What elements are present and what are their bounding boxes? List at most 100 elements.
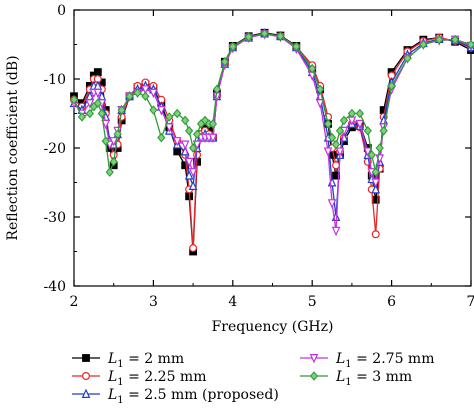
data-point [93,68,102,76]
data-point [149,88,158,99]
data-point [173,108,182,119]
data-point [141,85,150,95]
data-point [125,91,134,101]
data-point [327,132,337,143]
data-point [331,139,341,150]
legend-item: L1 = 2.25 mm [72,369,206,388]
x-tick-label: 4 [228,294,237,310]
data-point [363,126,372,136]
data-point [113,129,122,139]
legend-label: L1 = 2 mm [107,351,184,370]
legend-item: L1 = 3 mm [300,369,412,388]
data-point [335,126,345,136]
data-point [85,99,95,109]
data-point [347,108,357,119]
data-point [228,41,237,52]
series-1 [70,28,474,256]
legend-label: L1 = 2.5 mm (proposed) [107,387,279,406]
legend-label: L1 = 3 mm [335,369,412,388]
data-point [208,133,218,144]
data-point [363,147,373,157]
data-point [141,91,150,101]
data-point [172,137,182,147]
data-point [332,161,341,170]
data-point [93,88,103,99]
x-tick-label: 5 [308,294,317,310]
legend-swatch-marker [82,354,90,362]
y-tick-label: 0 [57,3,66,19]
data-point [173,147,182,156]
data-point [105,167,114,177]
legend-item: L1 = 2 mm [72,351,184,370]
data-point [189,244,198,253]
data-point [331,226,341,237]
data-point [355,108,364,119]
data-point [367,150,376,160]
data-point [276,31,285,41]
legend-swatch-marker [309,371,319,381]
data-point [308,63,317,74]
data-point [97,108,106,119]
data-point [165,112,174,122]
data-point [339,115,349,126]
x-tick-label: 6 [387,294,396,310]
data-point [379,126,388,136]
data-point [371,183,381,194]
y-tick-label: -10 [43,72,66,88]
data-point [188,180,198,190]
x-tick-label: 7 [467,294,474,310]
data-point [117,105,126,115]
data-point [157,106,166,116]
legend-swatch-marker [81,372,90,381]
y-tick-label: -30 [43,210,66,226]
data-point [371,230,380,239]
data-point [200,115,210,126]
series-line [73,32,472,173]
data-point [184,157,194,168]
data-point [164,123,174,133]
data-point [212,84,222,95]
data-point [133,88,142,98]
data-point [93,98,102,108]
data-point [101,136,110,146]
data-point [292,41,301,52]
data-point [244,32,253,42]
series-layer [69,28,474,256]
data-point [387,81,396,91]
series-line [73,32,472,253]
data-point [220,57,229,67]
series-2 [69,29,474,253]
x-axis-label: Frequency (GHz) [212,319,334,335]
data-point [109,157,118,167]
data-point [180,140,190,150]
data-point [184,170,194,180]
data-point [403,53,412,64]
legend-label: L1 = 2.25 mm [107,369,206,388]
data-point [316,84,325,95]
data-point [375,143,384,153]
data-point [101,119,111,130]
data-point [188,143,198,153]
data-point [69,94,79,105]
legend-swatch-marker [81,388,91,398]
data-point [371,167,380,177]
data-point [181,115,190,126]
data-point [466,39,474,50]
data-point [335,147,345,157]
data-point [188,168,198,178]
data-point [109,137,119,147]
data-point [192,140,202,150]
data-point [323,119,333,129]
y-tick-label: -40 [43,279,66,295]
legend-item: L1 = 2.75 mm [300,351,434,370]
data-point [77,112,87,122]
data-point [323,147,333,157]
data-point [192,129,202,139]
data-point [419,39,428,50]
series-4 [69,30,474,237]
series-line [73,33,472,232]
data-point [85,108,95,119]
